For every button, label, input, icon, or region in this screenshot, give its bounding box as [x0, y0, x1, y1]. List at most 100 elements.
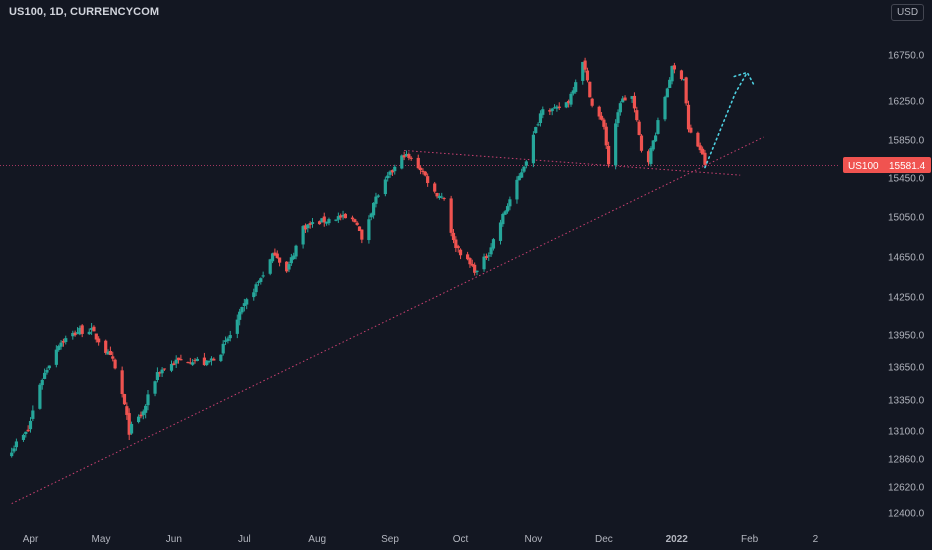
- candle-down: [466, 254, 470, 260]
- candle-up: [289, 257, 293, 264]
- candle-up: [141, 411, 145, 416]
- candle-down: [125, 406, 129, 415]
- candle-down: [339, 215, 343, 218]
- projection-path: [704, 71, 749, 169]
- candle-down: [322, 216, 326, 223]
- y-tick-label: 12620.0: [888, 483, 925, 494]
- candle-up: [564, 102, 568, 108]
- candle-up: [334, 219, 338, 221]
- chart-title: US100, 1D, CURRENCYCOM: [9, 6, 160, 18]
- candle-down: [637, 121, 641, 135]
- candle-up: [242, 303, 246, 306]
- candle-down: [409, 157, 413, 159]
- candle-down: [407, 154, 411, 158]
- candle-up: [327, 219, 331, 224]
- candle-up: [205, 360, 209, 366]
- candle-down: [357, 226, 362, 232]
- candle-up: [487, 255, 491, 257]
- candle-up: [155, 372, 159, 381]
- candle-up: [146, 394, 150, 406]
- candle-down: [696, 132, 700, 147]
- candle-up: [498, 222, 503, 241]
- candle-up: [256, 281, 261, 283]
- candle-up: [508, 199, 512, 207]
- candle-up: [440, 196, 444, 198]
- candle-down: [433, 183, 437, 192]
- candle-up: [665, 88, 669, 98]
- candle-up: [160, 369, 164, 374]
- candle-down: [127, 413, 131, 435]
- candle-up: [656, 120, 660, 134]
- y-tick-label: 13650.0: [888, 363, 925, 374]
- candle-up: [75, 332, 80, 334]
- candle-down: [604, 126, 608, 146]
- candle-down: [273, 252, 277, 256]
- candle-down: [672, 65, 676, 70]
- candle-down: [80, 325, 84, 334]
- candle-down: [113, 359, 117, 369]
- candle-down: [179, 359, 183, 361]
- candle-up: [78, 327, 82, 335]
- candle-down: [176, 357, 181, 361]
- candle-up: [47, 365, 51, 369]
- candle-up: [618, 103, 622, 113]
- candle-up: [569, 93, 573, 105]
- candle-up: [383, 179, 387, 195]
- candle-up: [614, 123, 618, 166]
- candle-down: [97, 338, 101, 343]
- candle-up: [195, 358, 199, 362]
- candle-up: [207, 360, 211, 363]
- candle-up: [268, 259, 272, 274]
- candle-down: [602, 119, 606, 127]
- candle-down: [470, 263, 474, 266]
- candle-down: [343, 213, 347, 219]
- x-tick-label: Aug: [308, 534, 326, 545]
- candle-down: [607, 145, 611, 165]
- candle-up: [223, 340, 228, 342]
- candle-up: [40, 379, 44, 386]
- candle-up: [682, 79, 686, 81]
- projection-layer: [704, 71, 756, 169]
- candle-up: [437, 195, 441, 198]
- x-axis[interactable]: Apr May Jun Jul Aug Sep Oct Nov Dec 2022 Feb 2: [23, 534, 819, 545]
- candle-up: [503, 211, 507, 215]
- candle-up: [581, 61, 585, 81]
- candle-up: [144, 405, 148, 413]
- candle-down: [426, 176, 430, 184]
- candle-down: [108, 351, 112, 356]
- currency-button[interactable]: USD: [891, 4, 924, 21]
- candle-up: [393, 166, 397, 172]
- candle-up: [153, 381, 157, 394]
- y-tick-label: 12860.0: [888, 455, 925, 466]
- y-axis[interactable]: 16750.0 16250.0 15850.0 15450.0 15050.0 14650…: [888, 51, 925, 520]
- candle-up: [524, 161, 528, 166]
- candle-down: [639, 135, 644, 151]
- candle-down: [317, 221, 322, 225]
- candle-up: [651, 140, 655, 150]
- candle-down: [454, 239, 458, 248]
- candle-down: [484, 256, 488, 258]
- x-tick-label: 2: [813, 534, 819, 545]
- candle-down: [73, 332, 77, 336]
- candle-down: [435, 192, 439, 197]
- candle-up: [310, 222, 315, 224]
- y-tick-label: 14650.0: [888, 253, 925, 264]
- candle-up: [21, 434, 26, 440]
- candle-down: [111, 356, 115, 359]
- candle-down: [597, 106, 601, 117]
- candle-down: [390, 170, 394, 173]
- x-tick-label: May: [92, 534, 111, 545]
- price-label-bg: [843, 157, 931, 173]
- candle-up: [12, 448, 16, 452]
- candle-up: [404, 153, 409, 157]
- x-tick-label: Nov: [525, 534, 543, 545]
- candle-down: [451, 232, 456, 241]
- candle-up: [254, 284, 258, 293]
- candle-down: [120, 370, 124, 395]
- candle-up: [536, 124, 540, 126]
- candle-up: [489, 247, 493, 255]
- candle-up: [240, 307, 244, 313]
- candle-up: [550, 108, 554, 112]
- candle-up: [43, 372, 47, 379]
